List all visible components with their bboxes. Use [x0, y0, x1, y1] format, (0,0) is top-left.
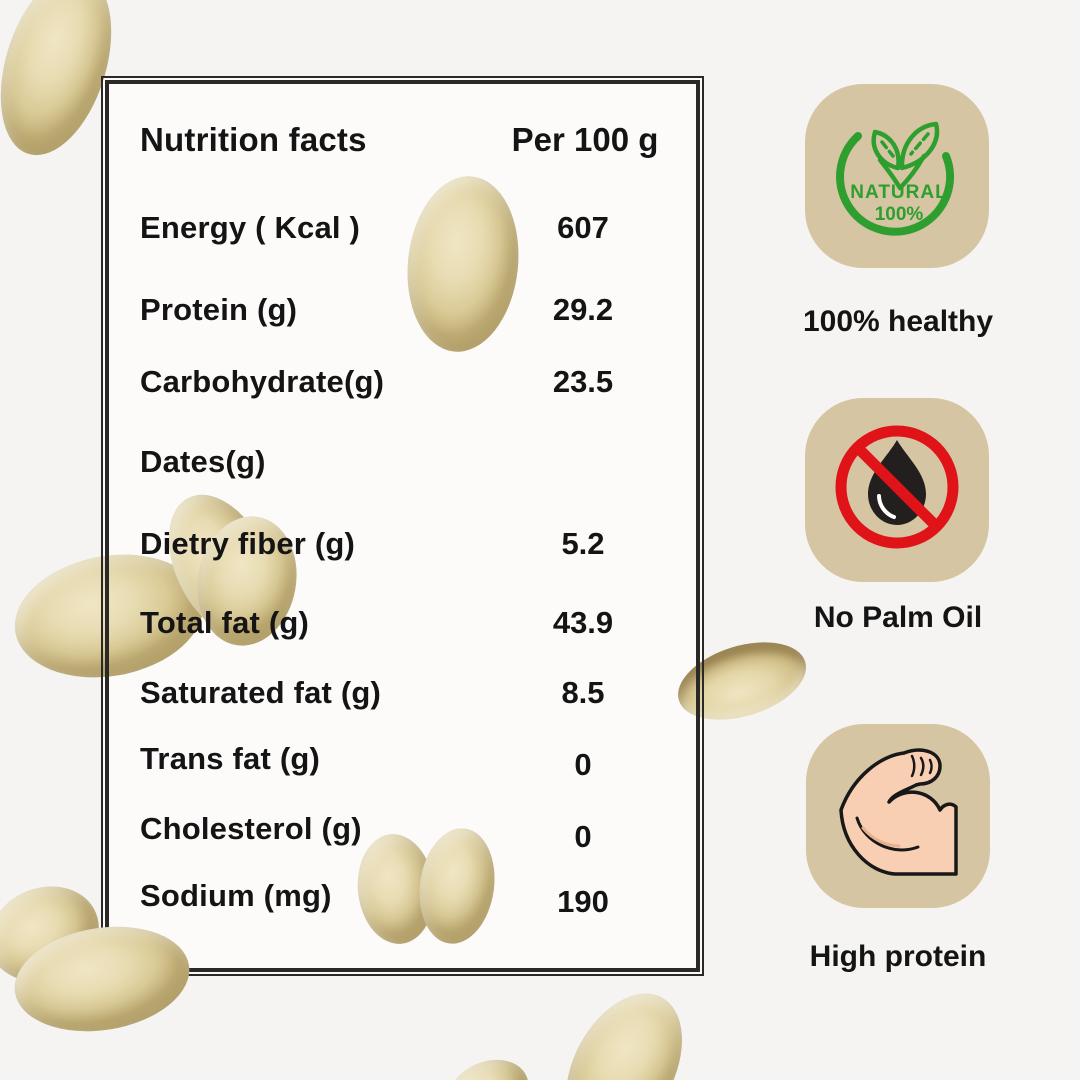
peanut-image: [542, 973, 706, 1080]
nutrition-row: Energy ( Kcal ) 607: [140, 206, 690, 250]
nutrition-row: Dietry fiber (g) 5.2: [140, 522, 690, 566]
nutrition-value: 0: [574, 819, 592, 854]
nutrition-label: Total fat (g): [140, 605, 310, 640]
nutrition-row: Saturated fat (g) 8.5: [140, 671, 690, 715]
nutrition-header-row: Nutrition facts Per 100 g: [140, 118, 690, 162]
nutrition-label: Protein (g): [140, 292, 298, 327]
badge-caption: 100% healthy: [802, 305, 994, 338]
no-palm-oil-icon: [835, 425, 959, 549]
nutrition-label: Carbohydrate(g): [140, 364, 385, 399]
nutrition-row: Dates(g): [140, 440, 690, 484]
nutrition-table: Nutrition facts Per 100 g Energy ( Kcal …: [101, 76, 704, 976]
nutrition-value: 0: [574, 747, 592, 782]
badge-caption: High protein: [809, 940, 987, 973]
badge-caption: No Palm Oil: [813, 601, 983, 634]
nutrition-value: 43.9: [552, 605, 614, 640]
nutrition-row: Cholesterol (g) 0: [140, 807, 690, 854]
nutrition-label: Energy ( Kcal ): [140, 210, 361, 245]
nutrition-value: 5.2: [561, 526, 605, 561]
nutrition-value: 29.2: [552, 292, 614, 327]
nutrition-label: Dietry fiber (g): [140, 526, 356, 561]
natural-100-badge: NATURAL 100%: [805, 84, 989, 268]
nutrition-unit-header: Per 100 g: [511, 121, 659, 158]
nutrition-value: 190: [557, 884, 609, 919]
peanut-image: [437, 1047, 539, 1080]
nutrition-row: Trans fat (g) 0: [140, 737, 690, 782]
natural-logo-percent: 100%: [875, 204, 924, 225]
natural-100-leaf-icon: NATURAL 100%: [836, 121, 954, 236]
nutrition-label: Dates(g): [140, 444, 266, 479]
bicep-muscle-icon: [839, 748, 958, 876]
nutrition-title: Nutrition facts: [140, 121, 367, 158]
nutrition-row: Carbohydrate(g) 23.5: [140, 360, 690, 404]
natural-logo-text: NATURAL: [850, 182, 947, 203]
nutrition-label: Cholesterol (g): [140, 811, 362, 846]
nutrition-label: Saturated fat (g): [140, 675, 382, 710]
high-protein-badge: [806, 724, 990, 908]
nutrition-row: Total fat (g) 43.9: [140, 601, 690, 645]
nutrition-label: Sodium (mg): [140, 878, 332, 913]
nutrition-row: Protein (g) 29.2: [140, 288, 690, 332]
nutrition-row: Sodium (mg) 190: [140, 874, 690, 919]
nutrition-value: 607: [557, 210, 609, 245]
nutrition-value: 8.5: [561, 675, 605, 710]
no-palm-oil-badge: [805, 398, 989, 582]
nutrition-label: Trans fat (g): [140, 741, 321, 776]
nutrition-value: 23.5: [552, 364, 614, 399]
